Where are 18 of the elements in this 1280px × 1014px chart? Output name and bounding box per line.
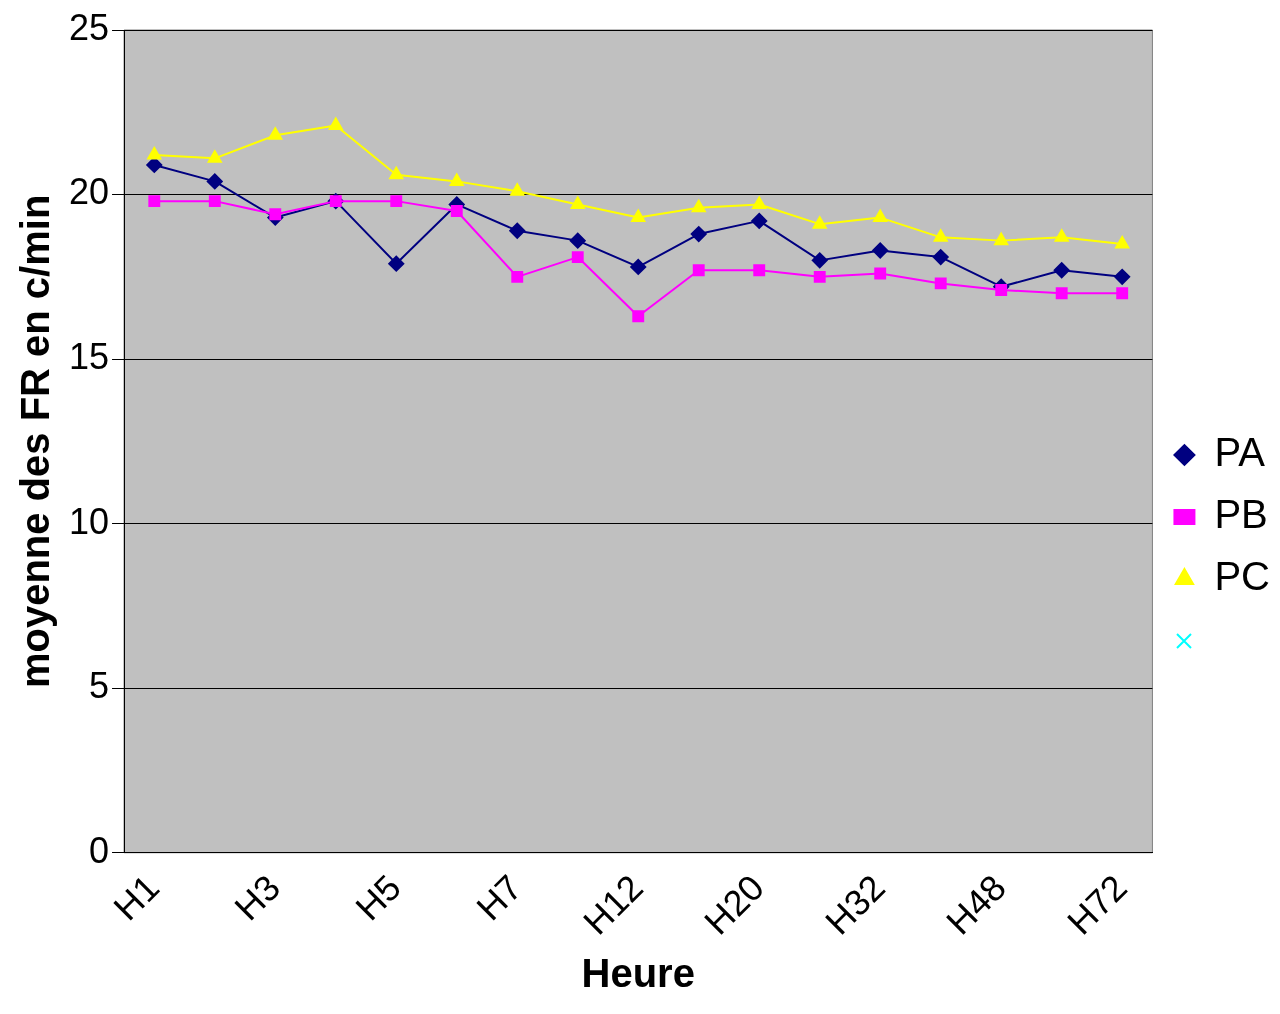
x-tick-label: H20 (696, 866, 772, 943)
x-tick-label: H48 (938, 866, 1014, 943)
y-tick-label: 5 (89, 665, 110, 707)
legend-label: PB (1214, 492, 1268, 537)
x-tick-label: H7 (468, 866, 530, 929)
y-tick-label: 20 (69, 171, 110, 213)
y-axis-title: moyenne des FR en c/min (13, 194, 58, 689)
legend-label: PC (1214, 554, 1271, 599)
x-tick-label: H32 (817, 866, 893, 943)
x-axis-title: Heure (581, 951, 695, 996)
y-tick-label: 15 (69, 336, 110, 378)
legend-label: PA (1214, 430, 1266, 475)
y-tick-label: 10 (69, 500, 110, 542)
y-tick-label: 25 (69, 6, 110, 48)
x-tick-label: H3 (226, 866, 288, 929)
x-tick-label: H5 (347, 866, 409, 929)
x-tick-label: H72 (1059, 866, 1135, 943)
x-tick-label: H12 (575, 866, 651, 943)
